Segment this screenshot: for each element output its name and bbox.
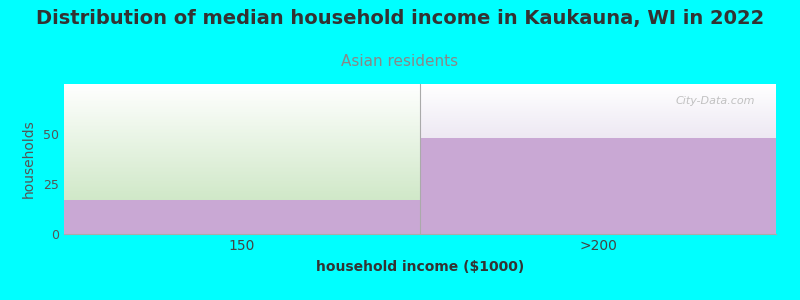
Text: Distribution of median household income in Kaukauna, WI in 2022: Distribution of median household income … [36, 9, 764, 28]
Y-axis label: households: households [22, 120, 36, 198]
Text: Asian residents: Asian residents [342, 54, 458, 69]
Text: City-Data.com: City-Data.com [675, 96, 754, 106]
X-axis label: household income ($1000): household income ($1000) [316, 260, 524, 274]
